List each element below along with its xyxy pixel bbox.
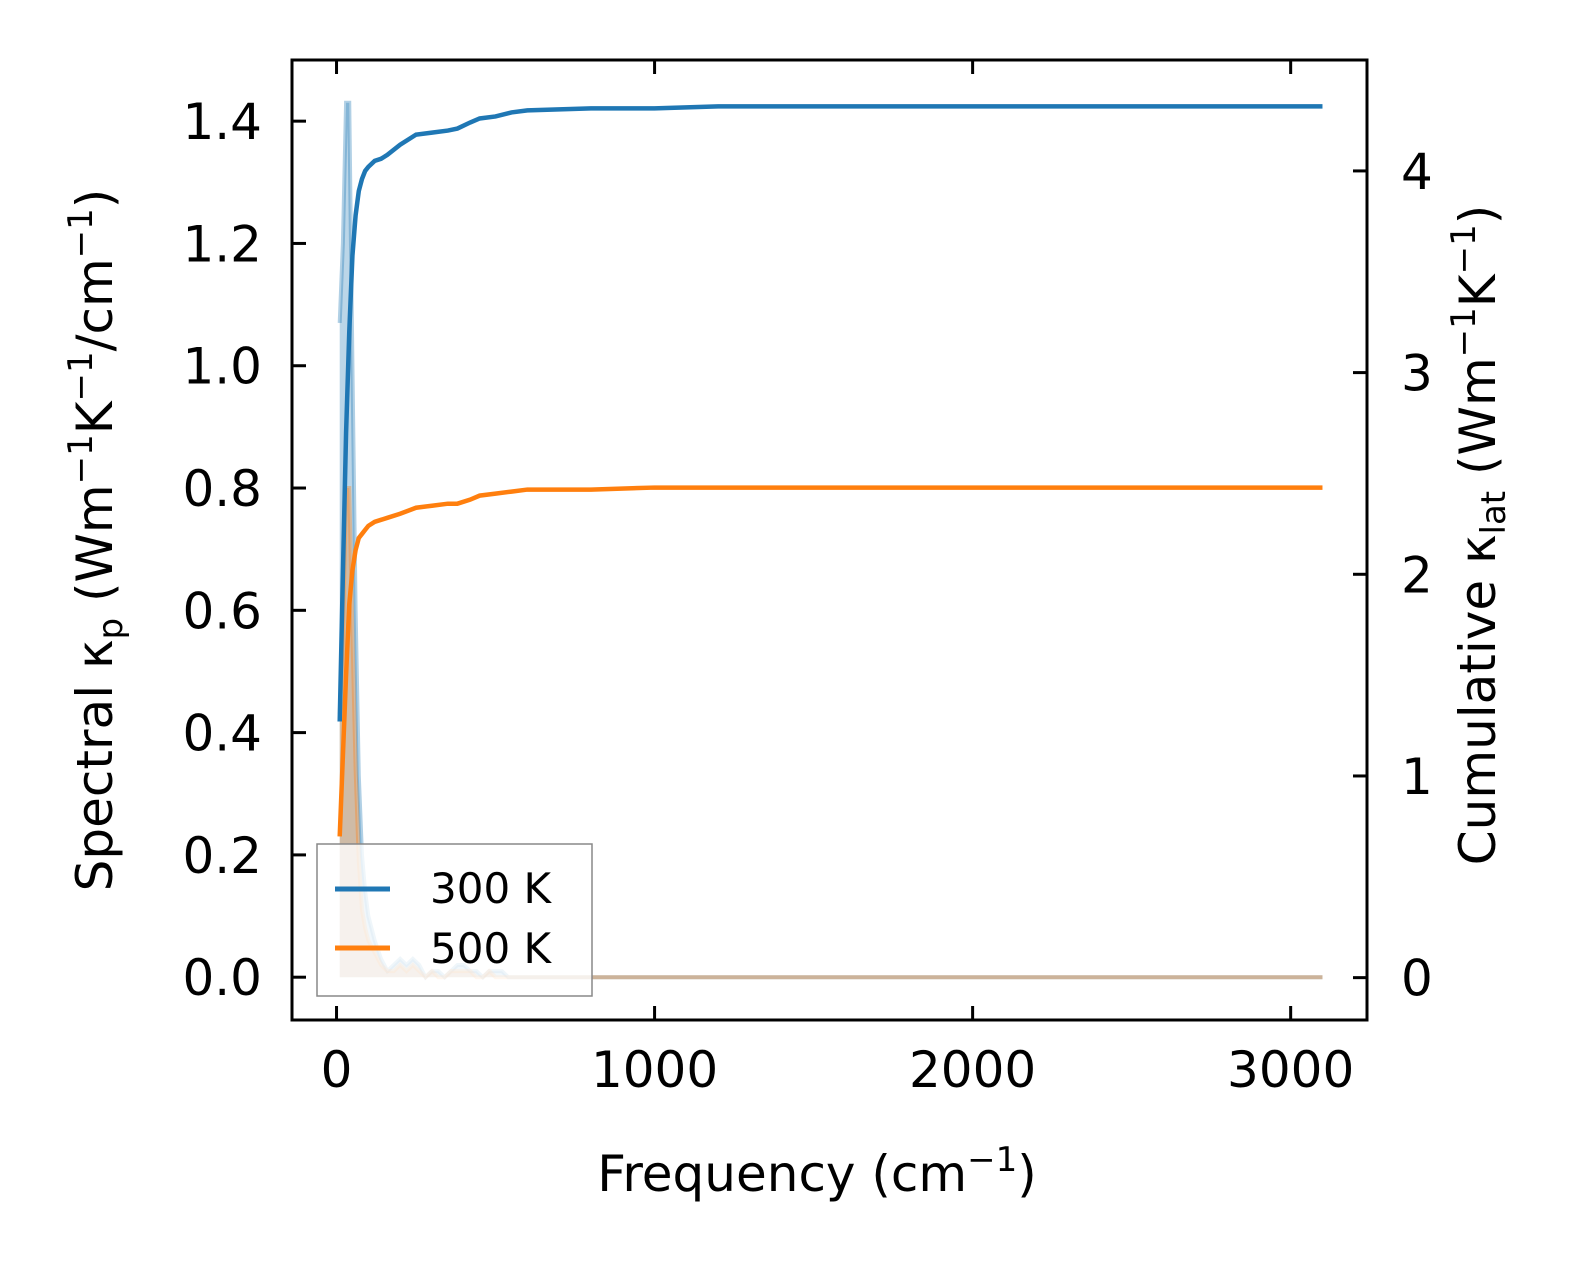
- tick-label-layer: 0 1000 2000 3000 0.0 0.2 0.4 0.6 0.8 1.0 1.2 1.4 0 1 2…: [182, 93, 1432, 1099]
- y-left-tick-label: 0.0: [182, 949, 262, 1007]
- y-right-tick-label: 1: [1401, 748, 1433, 806]
- y-left-tick-label: 1.2: [182, 215, 262, 273]
- x-tick-label: 0: [321, 1041, 353, 1099]
- y-left-tick-label: 0.8: [182, 460, 262, 518]
- x-axis-label: Frequency (cm−1): [597, 1140, 1037, 1203]
- cumulative-line-500k: [337, 485, 1323, 837]
- y-axis-left-label: Spectral κp (Wm−1K−1/cm−1): [61, 189, 131, 892]
- x-tick-label: 3000: [1227, 1041, 1354, 1099]
- tick-layer: [292, 60, 1367, 1020]
- legend-label-300k: 300 K: [430, 864, 553, 913]
- legend-box: [316, 843, 593, 997]
- cumulative-line-300k: [337, 104, 1323, 722]
- y-right-tick-label: 0: [1401, 950, 1433, 1008]
- y-left-tick-label: 0.6: [182, 582, 262, 640]
- plot-frame: [290, 58, 1369, 1022]
- y-left-tick-label: 0.2: [182, 827, 262, 885]
- legend: 300 K 500 K: [316, 843, 593, 997]
- y-left-tick-label: 0.4: [182, 705, 262, 763]
- y-left-tick-label: 1.4: [182, 93, 262, 151]
- y-left-tick-label: 1.0: [182, 338, 262, 396]
- y-right-tick-label: 4: [1401, 143, 1433, 201]
- x-tick-label: 1000: [591, 1041, 718, 1099]
- y-right-tick-label: 2: [1401, 546, 1433, 604]
- x-tick-label: 2000: [909, 1041, 1036, 1099]
- series-line-layer: [337, 104, 1323, 837]
- legend-label-500k: 500 K: [430, 924, 553, 973]
- y-right-tick-label: 3: [1401, 345, 1433, 403]
- y-axis-right-label: Cumulative κlat (Wm−1K−1): [1444, 205, 1514, 865]
